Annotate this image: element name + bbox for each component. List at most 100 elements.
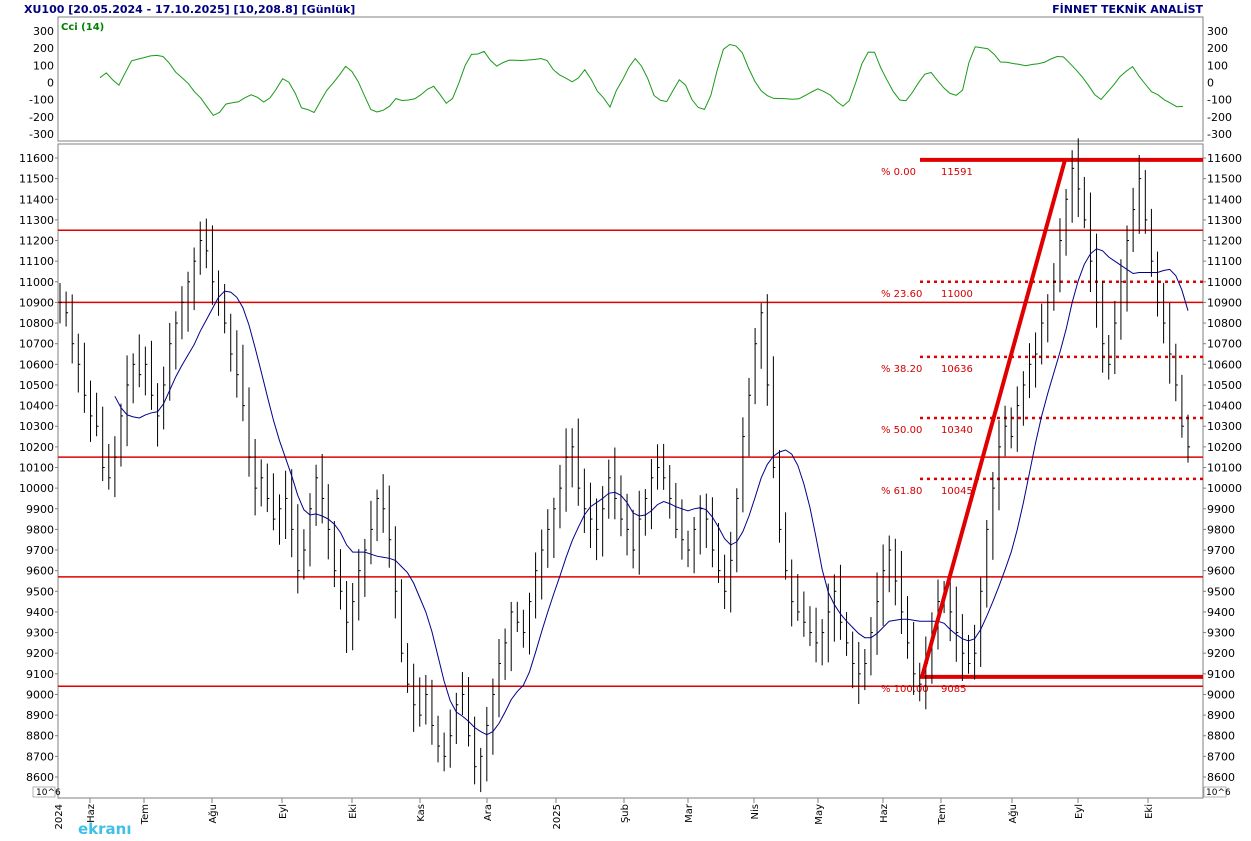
cci-tick-left: 0 <box>47 77 54 90</box>
year-label: 2024 <box>54 804 65 829</box>
fib-value-label: 11000 <box>941 289 973 300</box>
price-tick-left: 10400 <box>19 400 54 413</box>
price-tick-left: 10900 <box>19 296 54 309</box>
price-tick-left: 9100 <box>26 668 54 681</box>
x-tick-label: Mar <box>684 803 695 823</box>
price-panel <box>57 143 1204 799</box>
price-tick-left: 9800 <box>26 523 54 536</box>
price-tick-left: 11500 <box>19 173 54 186</box>
fib-percent-label: % 0.00 <box>881 167 916 178</box>
cci-tick-left: -300 <box>29 128 54 141</box>
fib-value-label: 11591 <box>941 167 973 178</box>
cci-series-line <box>99 43 1184 117</box>
cci-tick-right: -300 <box>1207 128 1232 141</box>
price-tick-left: 10600 <box>19 358 54 371</box>
price-tick-left: 9200 <box>26 647 54 660</box>
price-tick-left: 10800 <box>19 317 54 330</box>
price-tick-left: 11100 <box>19 255 54 268</box>
cci-panel <box>57 16 1204 142</box>
date-axis: Haz Tem Ağu Eyl Eki Kas Ara 2025 Şub Mar Nis May Haz… <box>54 798 1155 829</box>
price-tick-left: 10700 <box>19 338 54 351</box>
cci-label: Cci (14) <box>61 22 104 33</box>
brand-label: FİNNET TEKNİK ANALİST <box>1052 2 1203 16</box>
price-tick-right: 9700 <box>1207 544 1235 557</box>
fib-percent-label: % 38.20 <box>881 364 922 375</box>
price-tick-right: 10600 <box>1207 358 1242 371</box>
price-tick-right: 10800 <box>1207 317 1242 330</box>
watermark: ekranı <box>78 820 132 838</box>
cci-tick-right: 200 <box>1207 42 1228 55</box>
cci-tick-left: 200 <box>33 42 54 55</box>
moving-average-line <box>114 248 1189 736</box>
fib-value-label: 10045 <box>941 486 973 497</box>
fib-percent-label: % 61.80 <box>881 486 922 497</box>
scale-box-left <box>32 786 56 798</box>
price-tick-right: 11400 <box>1207 193 1242 206</box>
scale-label-right: 10^6 <box>1206 788 1231 798</box>
price-tick-left: 11600 <box>19 152 54 165</box>
x-tick-label: 2025 <box>552 804 563 829</box>
x-tick-label: Haz <box>86 804 97 823</box>
price-tick-right: 9900 <box>1207 503 1235 516</box>
price-tick-right: 10000 <box>1207 482 1242 495</box>
price-tick-left: 11200 <box>19 235 54 248</box>
price-tick-left: 10100 <box>19 462 54 475</box>
fib-value-label: 9085 <box>941 684 966 695</box>
x-tick-label: Tem <box>937 804 948 825</box>
price-tick-right: 11600 <box>1207 152 1242 165</box>
x-tick-label: Kas <box>416 804 427 822</box>
cci-tick-right: -200 <box>1207 111 1232 124</box>
price-tick-right: 8700 <box>1207 750 1235 763</box>
x-tick-label: Haz <box>879 804 890 823</box>
price-tick-right: 9200 <box>1207 647 1235 660</box>
price-tick-left: 11000 <box>19 276 54 289</box>
x-tick-label: May <box>814 804 825 825</box>
price-tick-right: 10300 <box>1207 420 1242 433</box>
price-tick-left: 10500 <box>19 379 54 392</box>
price-tick-right: 11500 <box>1207 173 1242 186</box>
scale-label-left: 10^6 <box>36 788 61 798</box>
price-tick-right: 11200 <box>1207 235 1242 248</box>
price-tick-left: 9600 <box>26 565 54 578</box>
x-tick-label: Ara <box>483 804 494 821</box>
price-tick-right: 9000 <box>1207 688 1235 701</box>
fib-value-label: 10636 <box>941 364 973 375</box>
cci-y-axis: 300 300 200 200 100 100 0 0 -100 -100 -200 -200 -300… <box>29 25 1232 141</box>
cci-tick-left: 300 <box>33 25 54 38</box>
price-tick-right: 9600 <box>1207 565 1235 578</box>
price-tick-right: 8800 <box>1207 730 1235 743</box>
cci-tick-right: -100 <box>1207 94 1232 107</box>
price-tick-left: 9000 <box>26 688 54 701</box>
fib-percent-label: % 23.60 <box>881 289 922 300</box>
price-tick-left: 9500 <box>26 585 54 598</box>
price-tick-left: 9400 <box>26 606 54 619</box>
cci-tick-right: 300 <box>1207 25 1228 38</box>
price-tick-right: 10500 <box>1207 379 1242 392</box>
price-tick-right: 9300 <box>1207 627 1235 640</box>
price-tick-right: 9100 <box>1207 668 1235 681</box>
price-y-axis: 11600 11600 11500 11500 11400 11400 11300 11300… <box>19 152 1242 784</box>
price-tick-left: 10200 <box>19 441 54 454</box>
price-tick-right: 10900 <box>1207 296 1242 309</box>
x-tick-label: Eki <box>1144 804 1155 819</box>
price-tick-left: 10300 <box>19 420 54 433</box>
cci-tick-left: -200 <box>29 111 54 124</box>
price-bars <box>59 138 1190 793</box>
price-tick-left: 9900 <box>26 503 54 516</box>
price-tick-left: 9700 <box>26 544 54 557</box>
x-tick-label: Eyl <box>278 804 289 819</box>
x-tick-label: Nis <box>750 804 761 819</box>
price-tick-left: 11300 <box>19 214 54 227</box>
price-tick-left: 8700 <box>26 750 54 763</box>
price-tick-right: 9800 <box>1207 523 1235 536</box>
fib-value-label: 10340 <box>941 425 973 436</box>
price-tick-right: 9500 <box>1207 585 1235 598</box>
price-tick-right: 8600 <box>1207 771 1235 784</box>
price-tick-left: 8800 <box>26 730 54 743</box>
price-tick-left: 11400 <box>19 193 54 206</box>
x-tick-label: Şub <box>620 804 631 823</box>
x-tick-label: Eyl <box>1074 804 1085 819</box>
cci-tick-right: 0 <box>1207 77 1214 90</box>
fib-percent-label: % 50.00 <box>881 425 922 436</box>
